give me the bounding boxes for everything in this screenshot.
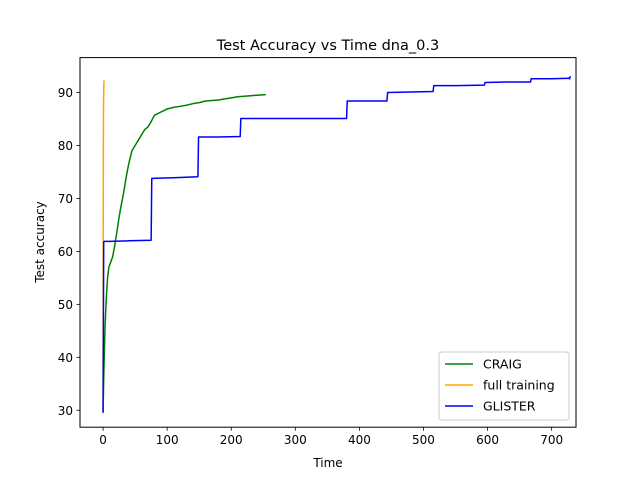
x-tick-label: 400 (348, 433, 371, 447)
y-tick-label: 70 (58, 192, 73, 206)
x-tick-label: 300 (284, 433, 307, 447)
y-tick-label: 40 (58, 351, 73, 365)
y-tick-label: 60 (58, 245, 73, 259)
x-tick-label: 0 (99, 433, 107, 447)
y-tick-label: 90 (58, 86, 73, 100)
x-tick-label: 600 (476, 433, 499, 447)
series-line-glister (102, 75, 571, 413)
axes-frame (79, 57, 577, 428)
legend-label: GLISTER (483, 399, 536, 414)
x-tick-label: 200 (220, 433, 243, 447)
series-line-craig (102, 93, 266, 412)
legend: CRAIG full training GLISTER (438, 351, 570, 421)
legend-label: CRAIG (483, 357, 522, 372)
x-tick-label: 100 (156, 433, 179, 447)
y-axis: 30 40 50 60 70 80 90 (58, 86, 80, 418)
plot-area (102, 75, 571, 413)
y-axis-label: Test accuracy (33, 201, 47, 284)
legend-box (438, 351, 570, 421)
y-tick-label: 80 (58, 139, 73, 153)
y-tick-label: 50 (58, 298, 73, 312)
x-tick-label: 700 (540, 433, 563, 447)
y-tick-label: 30 (58, 404, 73, 418)
x-tick-label: 500 (412, 433, 435, 447)
series-line-full-training (102, 80, 105, 412)
chart-title: Test Accuracy vs Time dna_0.3 (216, 38, 439, 54)
x-axis-label: Time (312, 456, 342, 470)
x-axis: 0 100 200 300 400 500 600 700 (99, 427, 563, 447)
legend-label: full training (483, 378, 555, 393)
